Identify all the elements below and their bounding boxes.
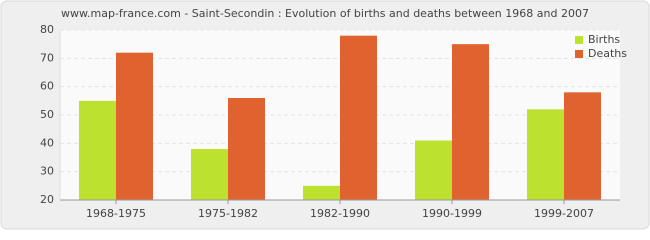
legend-label: Deaths — [588, 47, 627, 60]
legend-swatch — [575, 50, 583, 58]
bar — [79, 100, 116, 200]
y-tick-label: 40 — [40, 136, 54, 149]
y-tick-label: 70 — [40, 51, 54, 64]
bar — [564, 92, 601, 200]
bar — [116, 52, 153, 200]
x-tick-label: 1990-1999 — [422, 207, 482, 220]
legend-label: Births — [588, 33, 620, 46]
bar — [452, 44, 489, 200]
bar — [527, 109, 564, 200]
legend-swatch — [575, 36, 583, 44]
x-tick-label: 1982-1990 — [310, 207, 370, 220]
chart-title: www.map-france.com - Saint-Secondin : Ev… — [61, 7, 589, 20]
x-tick-label: 1999-2007 — [534, 207, 594, 220]
x-tick-label: 1975-1982 — [198, 207, 258, 220]
x-tick-label: 1968-1975 — [86, 207, 146, 220]
y-tick-label: 60 — [40, 80, 54, 93]
bar — [415, 140, 452, 200]
bar — [303, 185, 340, 200]
y-tick-label: 30 — [40, 165, 54, 178]
y-tick-label: 80 — [40, 23, 54, 36]
bar — [191, 149, 228, 200]
bar — [340, 35, 377, 200]
chart: www.map-france.com - Saint-Secondin : Ev… — [0, 0, 650, 230]
bar — [228, 98, 265, 200]
y-tick-label: 20 — [40, 193, 54, 206]
y-tick-label: 50 — [40, 108, 54, 121]
